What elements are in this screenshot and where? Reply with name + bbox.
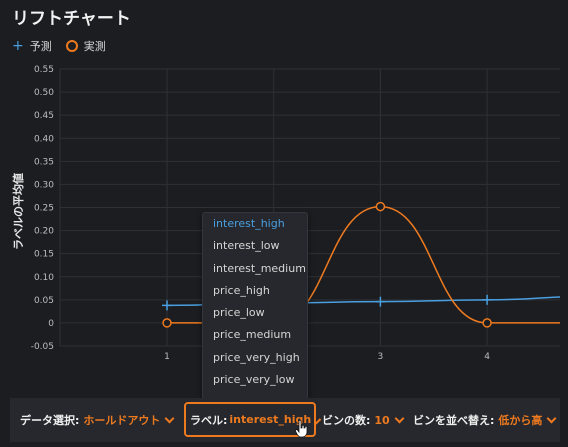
data-point-actual [482, 318, 492, 328]
x-tick-label: 4 [484, 352, 490, 362]
chart-toolbar: データ選択: ホールドアウト ビンの数: 10 ビンを並べ替え: 低から高 [10, 398, 568, 442]
x-tick-label: 1 [164, 352, 170, 362]
dropdown-option[interactable]: price_low [213, 306, 265, 320]
y-tick-label: 0.15 [34, 250, 54, 260]
panel-edge [560, 0, 568, 447]
y-tick-label: 0.55 [34, 65, 54, 75]
dropdown-option[interactable]: price_high [213, 283, 270, 297]
y-tick-label: 0.10 [34, 273, 54, 283]
label-dropdown-menu: interest_high interest_low interest_medium… [202, 212, 308, 400]
legend-actual[interactable]: 実測 [65, 38, 106, 54]
plus-marker-icon: + [12, 38, 24, 54]
bins-value[interactable]: 10 [374, 413, 390, 427]
y-tick-label: 0.35 [34, 157, 54, 167]
label-select-control[interactable]: ラベル: interest_high [184, 402, 322, 437]
chevron-down-icon[interactable] [394, 413, 405, 423]
data-point-actual [375, 201, 386, 212]
data-select-value[interactable]: ホールドアウト [83, 414, 161, 427]
bins-label: ビンの数: [322, 414, 371, 427]
bins-control[interactable]: ビンの数: 10 [322, 398, 405, 442]
y-tick-label: 0.40 [34, 134, 54, 144]
dropdown-option[interactable]: price_medium [213, 328, 292, 342]
chart-legend: + 予測 実測 [12, 38, 120, 54]
sort-value[interactable]: 低から高 [498, 414, 543, 427]
dropdown-option[interactable]: interest_low [213, 239, 280, 253]
chevron-down-icon[interactable] [164, 413, 175, 423]
data-select-control[interactable]: データ選択: ホールドアウト [20, 398, 175, 442]
data-select-label: データ選択: [20, 414, 80, 427]
dropdown-option[interactable]: price_very_low [213, 373, 295, 387]
y-tick-label: 0.30 [34, 180, 54, 190]
dropdown-option[interactable]: interest_medium [213, 261, 306, 275]
y-tick-label: 0.05 [34, 296, 54, 306]
hand-pointer-icon [295, 420, 308, 438]
x-tick-label: 3 [378, 352, 384, 362]
y-tick-label: 0.25 [34, 204, 54, 214]
y-tick-label: -0.05 [31, 342, 54, 352]
y-tick-label: 0.45 [34, 111, 54, 121]
chevron-down-icon[interactable] [546, 413, 557, 423]
data-point-actual [162, 318, 172, 328]
label-select-label: ラベル: [190, 413, 228, 427]
dropdown-option[interactable]: interest_high [213, 217, 285, 230]
legend-predicted-label: 予測 [29, 40, 52, 53]
legend-actual-label: 実測 [83, 40, 106, 53]
sort-control[interactable]: ビンを並べ替え: 低から高 [413, 398, 557, 442]
page-title: リフトチャート [12, 9, 131, 29]
y-tick-label: 0.20 [34, 227, 54, 237]
label-select-value[interactable]: interest_high [229, 413, 312, 426]
sort-label: ビンを並べ替え: [413, 414, 495, 427]
dropdown-option[interactable]: price_very_high [213, 350, 300, 364]
circle-marker-icon [65, 40, 78, 52]
legend-predicted[interactable]: + 予測 [12, 38, 52, 54]
y-tick-label: 0.50 [34, 88, 54, 98]
y-tick-label: 0 [48, 319, 54, 329]
y-axis-label: ラベルの平均値 [12, 173, 25, 250]
